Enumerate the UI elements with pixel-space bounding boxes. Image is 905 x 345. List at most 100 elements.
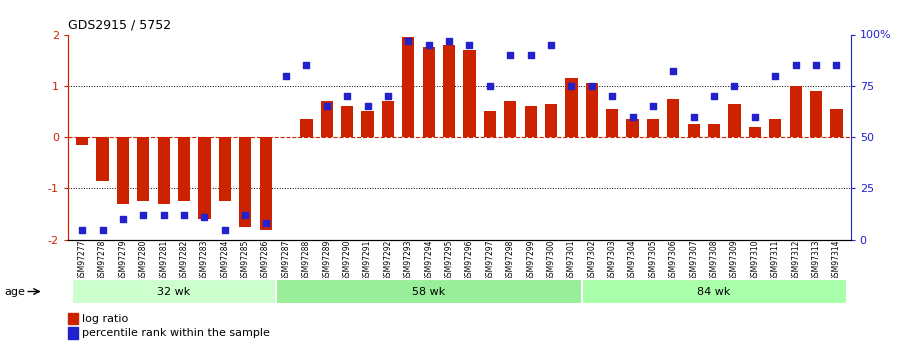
Text: GSM97296: GSM97296 [465,240,474,281]
Bar [276,279,582,304]
Text: GSM97278: GSM97278 [98,240,107,281]
Text: 84 wk: 84 wk [698,287,731,296]
Point [157,213,171,218]
Point [564,83,578,89]
Bar [769,119,781,137]
Point [442,38,456,43]
Point [259,220,273,226]
Bar [586,83,598,137]
Bar [647,119,659,137]
Point [75,227,90,232]
Text: GSM97301: GSM97301 [567,240,576,281]
Text: GSM97314: GSM97314 [832,240,841,281]
Point [503,52,518,58]
Text: GSM97313: GSM97313 [812,240,821,281]
Point [116,217,130,222]
Bar [341,106,353,137]
Bar [626,119,639,137]
Bar [361,111,374,137]
Text: GSM97306: GSM97306 [669,240,678,282]
Point [748,114,762,119]
Bar [178,137,190,201]
Text: GSM97288: GSM97288 [302,240,311,281]
Bar [76,137,89,145]
Text: GSM97291: GSM97291 [363,240,372,281]
Bar [748,127,761,137]
Point [585,83,599,89]
Bar [382,101,394,137]
Point [809,62,824,68]
Text: age: age [5,287,25,296]
Text: GSM97311: GSM97311 [771,240,780,281]
Bar [667,99,680,137]
Text: GSM97299: GSM97299 [526,240,535,281]
Point [829,62,843,68]
Text: log ratio: log ratio [82,314,129,324]
Point [666,69,681,74]
Point [279,73,293,78]
Point [625,114,640,119]
Text: GSM97277: GSM97277 [78,240,87,281]
Point [95,227,110,232]
Text: GSM97283: GSM97283 [200,240,209,281]
Point [238,213,252,218]
Text: GSM97300: GSM97300 [547,240,556,282]
Bar [219,137,231,201]
Bar [260,137,271,229]
Text: GSM97305: GSM97305 [649,240,657,282]
Text: GSM97286: GSM97286 [262,240,270,281]
Bar [463,50,476,137]
Point [544,42,558,48]
Point [462,42,477,48]
Text: GSM97282: GSM97282 [179,240,188,281]
Bar [810,91,822,137]
Bar [545,104,557,137]
Point [217,227,232,232]
Point [768,73,783,78]
Bar [138,137,149,201]
Point [300,62,314,68]
Point [728,83,742,89]
Text: GSM97284: GSM97284 [220,240,229,281]
Text: GSM97307: GSM97307 [690,240,699,282]
Bar [68,313,78,324]
Point [788,62,803,68]
Bar [525,106,537,137]
Text: GSM97298: GSM97298 [506,240,515,281]
Text: GSM97292: GSM97292 [384,240,393,281]
Point [401,38,415,43]
Text: GSM97294: GSM97294 [424,240,433,281]
Text: GSM97304: GSM97304 [628,240,637,282]
Point [523,52,538,58]
Text: GSM97289: GSM97289 [322,240,331,281]
Point [197,215,212,220]
Text: 32 wk: 32 wk [157,287,191,296]
Bar [117,137,129,204]
Text: GSM97280: GSM97280 [138,240,148,281]
Text: GSM97279: GSM97279 [119,240,128,281]
Bar [239,137,252,227]
Bar [443,45,455,137]
Bar [423,47,434,137]
Bar [320,101,333,137]
Point [176,213,191,218]
Point [482,83,497,89]
Bar [708,124,720,137]
Bar [72,279,276,304]
Text: percentile rank within the sample: percentile rank within the sample [82,328,270,338]
Point [360,104,375,109]
Text: GSM97295: GSM97295 [444,240,453,281]
Text: GSM97302: GSM97302 [587,240,596,281]
Text: GSM97297: GSM97297 [485,240,494,281]
Bar [789,86,802,137]
Bar [830,109,843,137]
Text: GSM97285: GSM97285 [241,240,250,281]
Bar [97,137,109,181]
Text: GSM97290: GSM97290 [343,240,352,281]
Text: GSM97309: GSM97309 [730,240,739,282]
Bar [198,137,211,219]
Text: GSM97281: GSM97281 [159,240,168,281]
Bar [729,104,740,137]
Bar [68,327,78,339]
Text: GSM97308: GSM97308 [710,240,719,281]
